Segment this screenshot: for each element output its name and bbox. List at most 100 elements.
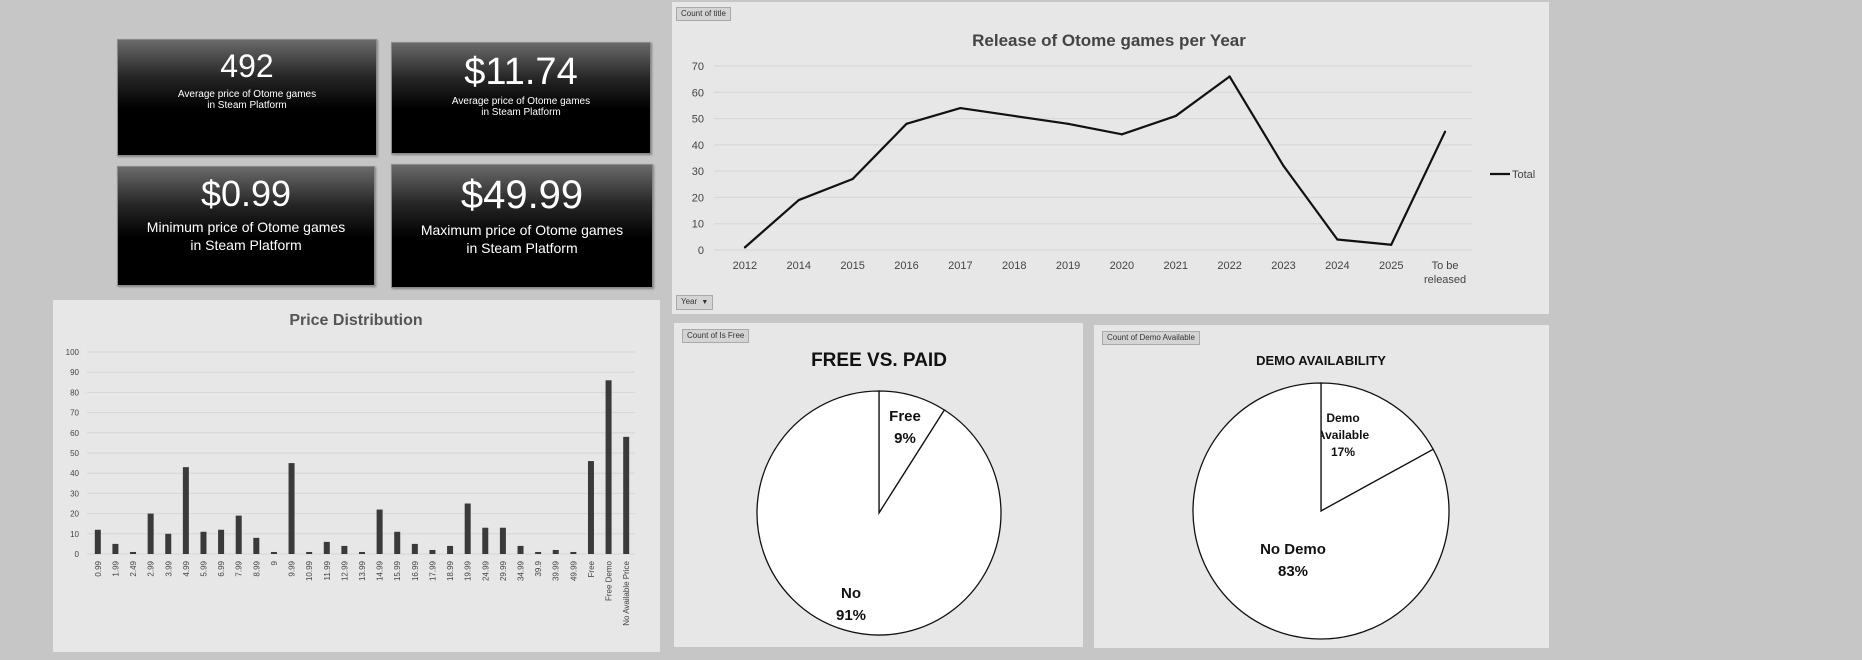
dropdown-arrow-icon: ▼ [701,299,709,306]
x-tick-label: 29.99 [499,560,508,581]
data-point [851,177,854,181]
pie-slice [756,390,1002,636]
y-tick-label: 30 [692,166,704,178]
slice-label: No Demo [1260,541,1326,558]
x-tick-label: 7.99 [235,560,244,576]
x-tick-label: No Available Price [622,560,631,625]
kpi-caption: in Steam Platform [466,240,578,256]
bar [429,549,436,554]
x-tick-label: 2021 [1164,260,1188,272]
x-tick-label: 11.99 [323,560,332,580]
y-tick-label: 80 [70,388,79,397]
kpi-caption: in Steam Platform [481,107,561,118]
bar [306,551,313,554]
x-tick-label: 12.99 [340,560,349,581]
slice-label: No [841,585,861,602]
y-tick-label: 0 [698,245,704,257]
kpi-caption: in Steam Platform [207,100,287,111]
y-tick-label: 30 [70,489,79,498]
slice-percent-label: 83% [1278,563,1308,580]
demo-availability-pie-chart: DEMO AVAILABILITY Demo Available 17% No Demo… [1192,353,1450,640]
bar [411,543,418,554]
kpi-caption: Minimum price of Otome games [146,219,346,235]
kpi-value: $0.99 [200,173,292,214]
x-tick-label: 3.99 [164,560,173,576]
y-tick-label: 50 [692,114,704,126]
bar [182,467,189,554]
pivot-field-count-of-demo-available[interactable]: Count of Demo Available [1102,331,1200,345]
y-tick-label: 100 [66,348,80,357]
x-tick-label: 2023 [1271,260,1295,272]
bar [288,463,295,554]
y-tick-label: 70 [692,61,704,73]
y-tick-label: 60 [70,429,79,438]
data-point [959,106,962,110]
y-tick-label: 10 [692,219,704,231]
x-tick-label: 0.99 [94,560,103,576]
pivot-field-count-of-title[interactable]: Count of title [676,7,731,21]
slice-label: Available [1317,428,1370,442]
x-tick-label: 9 [270,560,279,565]
series-line [744,75,1447,249]
price-distribution-panel: Price Distribution 0 10 20 30 40 50 60 70 80 90 100… [53,300,660,652]
x-tick-label: 2019 [1056,260,1080,272]
x-tick-label: released [1424,274,1466,286]
bar [552,549,559,554]
data-point [905,122,908,125]
x-tick-label: 18.99 [446,560,455,581]
y-tick-label: 0 [75,550,80,559]
line-chart: Release of Otome games per Year 0 10 20 30 40… [692,31,1536,286]
pivot-field-count-of-is-free[interactable]: Count of Is Free [682,329,750,343]
free-vs-paid-panel: Count of Is Free FREE VS. PAID Free 9% No 91… [674,323,1083,647]
bar [94,529,101,554]
x-tick-label: 5.99 [199,560,208,576]
x-tick-label: 16.99 [411,560,420,581]
x-tick-label: 6.99 [217,560,226,576]
x-tick-label: 34.99 [517,560,526,581]
bar [218,529,225,554]
slice-label: Free [889,408,921,425]
x-tick-label: 9.99 [288,560,297,576]
data-point [1120,133,1124,136]
x-tick-label: 1.99 [111,560,120,576]
legend-label: Total [1512,169,1535,181]
bar [112,543,119,554]
bar [587,461,594,554]
release-per-year-panel: Count of title Year ▼ Release of Otome g… [672,2,1549,314]
kpi-card-minimum-price: $0.99 Minimum price of Otome games in St… [117,166,375,286]
x-tick-label: 17.99 [428,560,437,581]
x-tick-label: 14.99 [376,560,385,581]
pivot-field-year[interactable]: Year ▼ [676,295,714,310]
bar [130,551,137,554]
bar [253,537,260,554]
bar [499,527,506,554]
data-point [1443,130,1447,133]
bar [535,551,542,554]
x-tick-label: 2016 [894,260,918,272]
pie-slice [1320,382,1435,513]
x-tick-label: 15.99 [393,560,402,581]
bar [270,551,277,554]
y-tick-label: 70 [70,409,79,418]
bar [200,531,207,554]
y-tick-label: 50 [70,449,79,458]
y-tick-label: 60 [692,87,704,99]
chart-title: Price Distribution [289,312,422,329]
bar [605,380,612,554]
kpi-caption: Average price of Otome games [177,89,317,100]
free-vs-paid-pie-chart: FREE VS. PAID Free 9% No 91% [756,350,1002,636]
bar [165,533,172,554]
pivot-field-label: Year [681,297,698,306]
bar [464,503,471,554]
y-tick-label: 20 [70,510,79,519]
bar [570,551,577,554]
x-tick-label: 2.99 [147,560,156,576]
x-tick-label: 13.99 [358,560,367,581]
bar [623,436,630,554]
bar [447,545,454,554]
bar [341,545,348,554]
x-tick-label: 19.99 [464,560,473,581]
x-tick-label: 2025 [1379,260,1403,272]
slice-percent-label: 17% [1331,445,1355,459]
data-point [1228,75,1231,78]
